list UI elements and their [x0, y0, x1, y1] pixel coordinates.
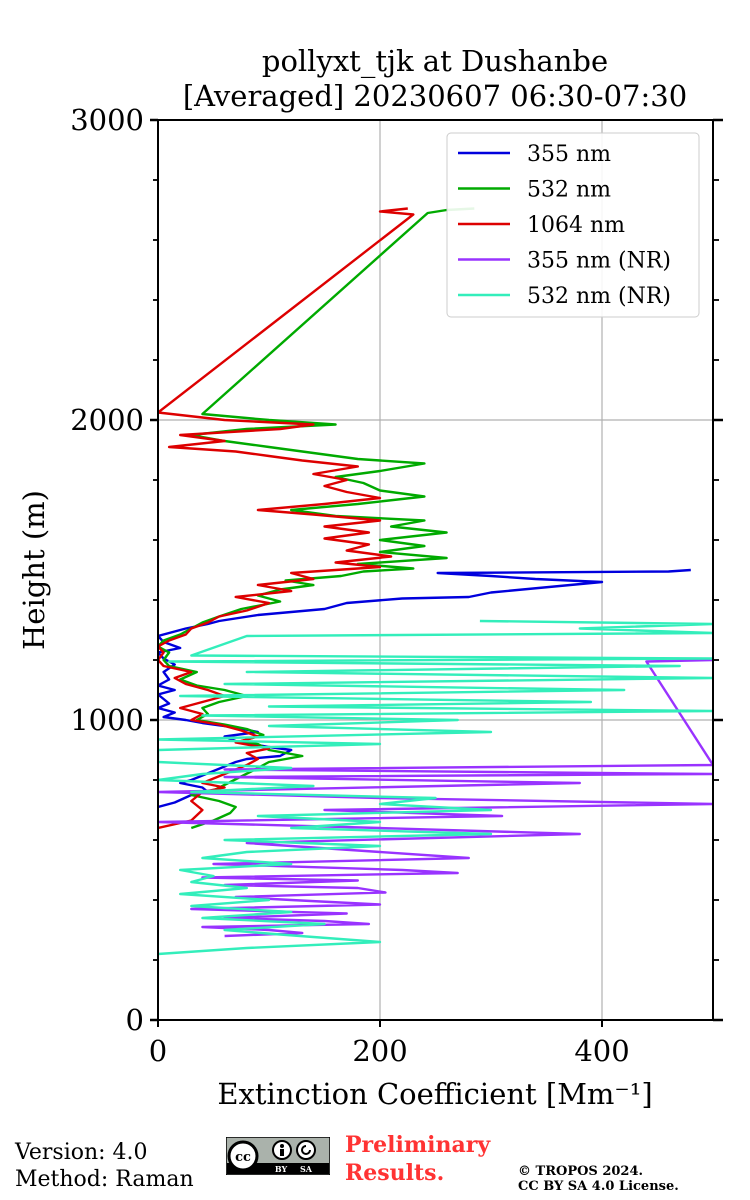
- legend-box: [446, 132, 700, 318]
- copyright-notice: © TROPOS 2024. CC BY SA 4.0 License.: [518, 1164, 679, 1194]
- extinction-chart: pollyxt_tjk at Dushanbe [Averaged] 20230…: [17, 44, 723, 1111]
- x-tick-label: 400: [574, 1034, 629, 1068]
- x-tick-label: 200: [352, 1034, 407, 1068]
- y-tick-label: 0: [126, 1003, 144, 1037]
- chart-title-line1: pollyxt_tjk at Dushanbe: [262, 44, 608, 79]
- legend-label: 355 nm (NR): [527, 249, 671, 274]
- sa-share-icon: [296, 1140, 316, 1160]
- copyright-line2: CC BY SA 4.0 License.: [518, 1179, 679, 1194]
- x-tick-label: 0: [149, 1034, 167, 1068]
- copyright-line1: © TROPOS 2024.: [518, 1164, 644, 1179]
- footer-version-method: Version: 4.0 Method: Raman: [15, 1139, 194, 1193]
- badge-by-label: BY: [275, 1164, 288, 1174]
- series-line-0: [158, 568, 691, 809]
- legend: 355 nm 532 nm 1064 nm 355 nm (NR) 532 nm (NR…: [446, 132, 700, 318]
- preliminary-notice: Preliminary Results.: [345, 1131, 490, 1187]
- cc-by-sa-logo: cc BY SA: [226, 1137, 330, 1175]
- cc-icon: [227, 1140, 259, 1172]
- y-axis-label: Height (m): [17, 490, 51, 650]
- y-tick-label: 3000: [70, 103, 144, 137]
- series-line-4: [158, 619, 713, 956]
- legend-label: 532 nm: [527, 178, 611, 203]
- preliminary-line2: Results.: [345, 1160, 445, 1186]
- version-text: Version: 4.0: [15, 1140, 148, 1165]
- series-line-3: [158, 658, 713, 938]
- y-tick-label: 2000: [70, 403, 144, 437]
- y-tick-label: 1000: [70, 703, 144, 737]
- method-text: Method: Raman: [15, 1167, 194, 1192]
- preliminary-line1: Preliminary: [345, 1132, 491, 1158]
- data-series: [158, 207, 713, 956]
- chart-title-line2: [Averaged] 20230607 06:30-07:30: [183, 79, 687, 113]
- plot-frame: [157, 119, 714, 1021]
- legend-label: 532 nm (NR): [527, 284, 671, 309]
- legend-label: 355 nm: [527, 142, 611, 167]
- axis-ticks: 0 200 400 0 1000 2000 3000: [70, 103, 723, 1068]
- badge-sa-label: SA: [300, 1164, 313, 1174]
- x-axis-label: Extinction Coefficient [Mm⁻¹]: [217, 1077, 652, 1111]
- svg-text:cc: cc: [235, 1150, 251, 1165]
- legend-label: 1064 nm: [527, 213, 625, 238]
